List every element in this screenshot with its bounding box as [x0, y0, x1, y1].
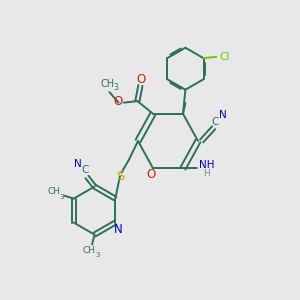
Text: CH: CH — [47, 188, 60, 196]
Text: 3: 3 — [95, 252, 100, 258]
Text: C: C — [212, 117, 219, 127]
Text: H: H — [204, 169, 210, 178]
Text: C: C — [82, 165, 89, 176]
Text: CH: CH — [101, 79, 115, 89]
Text: N: N — [219, 110, 227, 120]
Text: O: O — [114, 94, 123, 108]
Text: N: N — [114, 223, 123, 236]
Text: O: O — [146, 168, 155, 182]
Text: O: O — [136, 73, 146, 86]
Text: N: N — [74, 159, 82, 170]
Text: S: S — [116, 169, 124, 183]
Text: 3: 3 — [114, 83, 118, 92]
Text: 3: 3 — [59, 194, 64, 200]
Text: Cl: Cl — [219, 52, 230, 62]
Text: CH: CH — [82, 246, 96, 255]
Text: NH: NH — [199, 160, 215, 170]
